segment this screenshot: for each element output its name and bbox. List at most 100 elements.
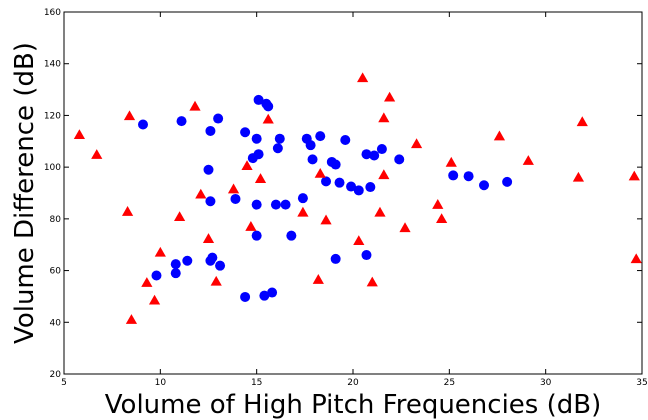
blue-point (205, 196, 216, 207)
y-tick-label: 140 (44, 60, 61, 70)
blue-point (315, 131, 326, 142)
red-point (210, 275, 222, 286)
blue-point (272, 143, 283, 154)
red-point (576, 116, 588, 127)
blue-point (305, 140, 316, 151)
x-tick-label: 35 (636, 378, 647, 388)
blue-point (240, 291, 251, 302)
blue-point (251, 199, 262, 210)
y-tick-label: 80 (50, 215, 62, 225)
red-point (410, 138, 423, 149)
red-point (353, 235, 365, 246)
blue-point (376, 144, 387, 155)
blue-point (479, 180, 490, 191)
blue-point (253, 149, 264, 160)
red-point (148, 294, 161, 305)
x-axis-label: Volume of High Pitch Frequencies (dB) (105, 390, 601, 420)
blue-point (353, 185, 364, 196)
blue-point (463, 171, 474, 182)
blue-point (334, 177, 345, 188)
blue-point (170, 259, 181, 270)
red-point (432, 199, 444, 209)
red-point (357, 72, 369, 83)
red-point (189, 100, 201, 111)
red-point (121, 206, 134, 216)
red-point (374, 206, 386, 217)
blue-point (176, 116, 187, 127)
red-point (195, 188, 207, 199)
blue-point (330, 253, 341, 264)
y-tick-label: 20 (50, 370, 62, 380)
x-tick-label: 20 (347, 378, 359, 388)
red-point (572, 171, 585, 182)
data-marks (73, 72, 642, 324)
blue-point (274, 133, 285, 144)
blue-point (286, 230, 297, 241)
x-tick-label: 10 (155, 378, 167, 388)
blue-point (170, 268, 181, 279)
red-point (378, 112, 390, 123)
red-point (254, 173, 267, 183)
blue-point (365, 182, 376, 193)
red-point (154, 246, 166, 257)
red-point (241, 160, 253, 171)
blue-point (251, 133, 262, 144)
red-point (91, 149, 103, 159)
blue-point (369, 150, 380, 161)
blue-point (280, 199, 291, 210)
red-point (399, 222, 411, 233)
blue-point (448, 170, 459, 181)
red-point (378, 169, 390, 180)
red-point (493, 130, 506, 141)
x-tick-label: 25 (444, 378, 455, 388)
blue-point (361, 250, 372, 261)
blue-point (253, 94, 264, 105)
red-point (366, 276, 378, 287)
blue-point (240, 127, 251, 138)
red-point (227, 183, 240, 194)
red-point (630, 253, 642, 264)
blue-point (203, 164, 214, 175)
red-point (125, 314, 138, 324)
red-point (314, 168, 326, 178)
blue-point (307, 154, 318, 165)
y-axis-label: Volume Difference (dB) (10, 42, 40, 344)
y-tick-label: 60 (50, 267, 62, 277)
blue-point (230, 193, 241, 204)
red-point (445, 156, 457, 167)
red-point (73, 129, 86, 140)
y-tick-label: 100 (44, 163, 61, 173)
y-tick-label: 40 (50, 318, 62, 328)
y-tick-label: 160 (44, 8, 61, 18)
red-point (628, 170, 640, 181)
red-point (123, 110, 136, 121)
axis-ticks: 5 10 15 20 25 30 35 20 40 60 80 100 120 140 160 (44, 8, 648, 388)
blue-point (270, 199, 281, 210)
blue-point (394, 154, 405, 165)
red-point (384, 91, 396, 102)
blue-point (346, 181, 357, 192)
blue-point (330, 159, 341, 170)
y-tick-label: 120 (44, 111, 61, 121)
blue-point (251, 230, 262, 241)
red-point (262, 113, 274, 124)
red-point (312, 274, 324, 284)
red-point (141, 277, 153, 287)
blue-point (215, 260, 226, 271)
blue-point (205, 255, 216, 266)
red-point (436, 213, 448, 224)
red-point (320, 214, 332, 225)
blue-point (267, 287, 278, 298)
blue-point (259, 290, 270, 301)
blue-point (263, 101, 274, 112)
blue-point (340, 134, 351, 145)
blue-point (213, 113, 224, 124)
red-point (297, 206, 309, 217)
red-point (174, 211, 186, 221)
blue-point (297, 193, 308, 204)
red-point (202, 233, 215, 243)
blue-point (182, 255, 193, 266)
blue-point (321, 176, 332, 187)
